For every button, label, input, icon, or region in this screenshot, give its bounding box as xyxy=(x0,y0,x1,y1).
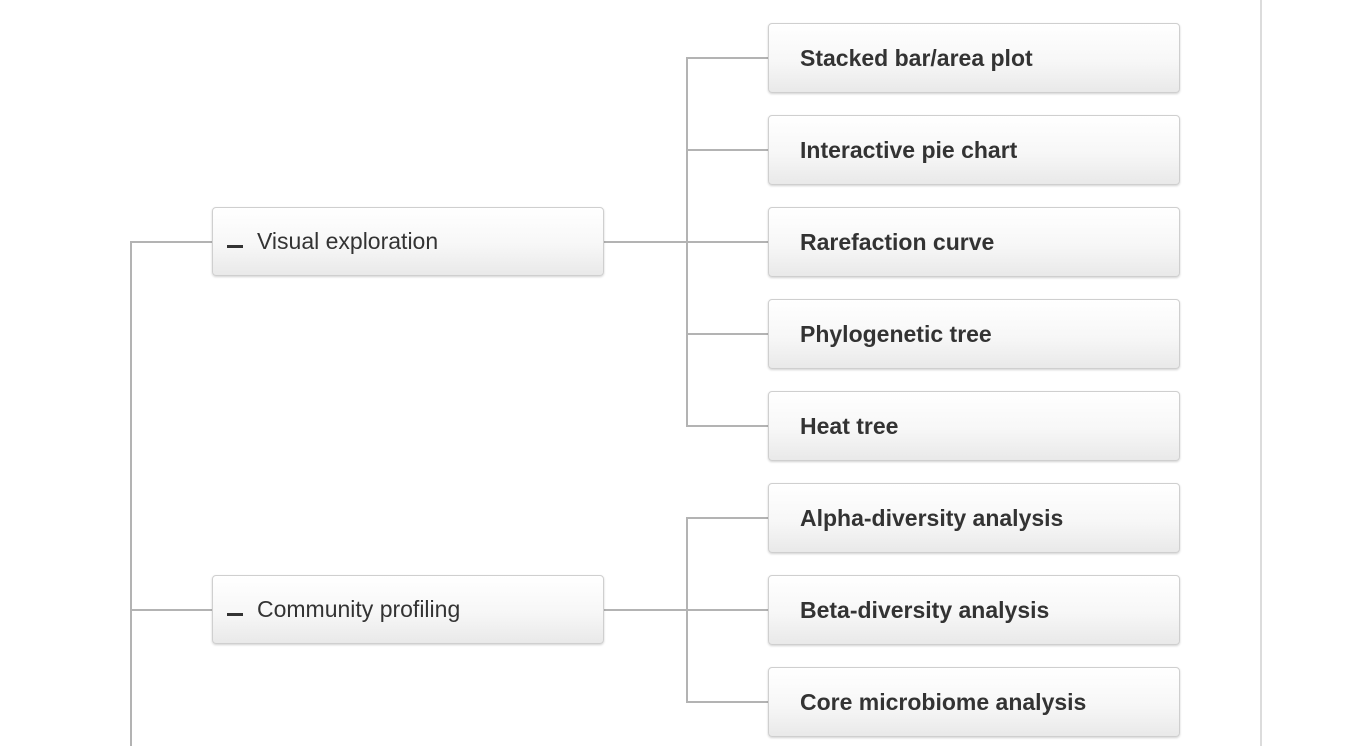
node-heat-tree[interactable]: Heat tree xyxy=(768,391,1180,461)
panel-right-border xyxy=(1260,0,1262,746)
root-branch-visual xyxy=(130,241,212,243)
node-label: Visual exploration xyxy=(257,228,439,254)
node-label: Alpha-diversity analysis xyxy=(800,504,1064,531)
node-label: Stacked bar/area plot xyxy=(800,44,1033,71)
visual-exploration-trunk xyxy=(686,57,688,427)
node-interactive-pie-chart[interactable]: Interactive pie chart xyxy=(768,115,1180,185)
node-beta-diversity-analysis[interactable]: Beta-diversity analysis xyxy=(768,575,1180,645)
node-stacked-bar-area-plot[interactable]: Stacked bar/area plot xyxy=(768,23,1180,93)
root-connector xyxy=(130,241,132,746)
collapse-icon[interactable] xyxy=(227,235,243,251)
node-label: Rarefaction curve xyxy=(800,228,995,255)
node-label: Heat tree xyxy=(800,412,899,439)
root-branch-community xyxy=(130,609,212,611)
branch-phylogenetic xyxy=(686,333,768,335)
branch-core xyxy=(686,701,768,703)
node-label: Phylogenetic tree xyxy=(800,320,992,347)
node-visual-exploration[interactable]: Visual exploration xyxy=(212,207,604,276)
node-rarefaction-curve[interactable]: Rarefaction curve xyxy=(768,207,1180,277)
node-phylogenetic-tree[interactable]: Phylogenetic tree xyxy=(768,299,1180,369)
node-community-profiling[interactable]: Community profiling xyxy=(212,575,604,644)
branch-heat-tree xyxy=(686,425,768,427)
node-label: Interactive pie chart xyxy=(800,136,1018,163)
branch-stacked-bar xyxy=(686,57,768,59)
community-profiling-trunk xyxy=(686,517,688,703)
node-label: Core microbiome analysis xyxy=(800,688,1087,715)
node-label: Beta-diversity analysis xyxy=(800,596,1050,623)
node-label: Community profiling xyxy=(257,596,461,622)
node-core-microbiome-analysis[interactable]: Core microbiome analysis xyxy=(768,667,1180,737)
collapse-icon[interactable] xyxy=(227,603,243,619)
node-alpha-diversity-analysis[interactable]: Alpha-diversity analysis xyxy=(768,483,1180,553)
branch-alpha xyxy=(686,517,768,519)
branch-pie-chart xyxy=(686,149,768,151)
